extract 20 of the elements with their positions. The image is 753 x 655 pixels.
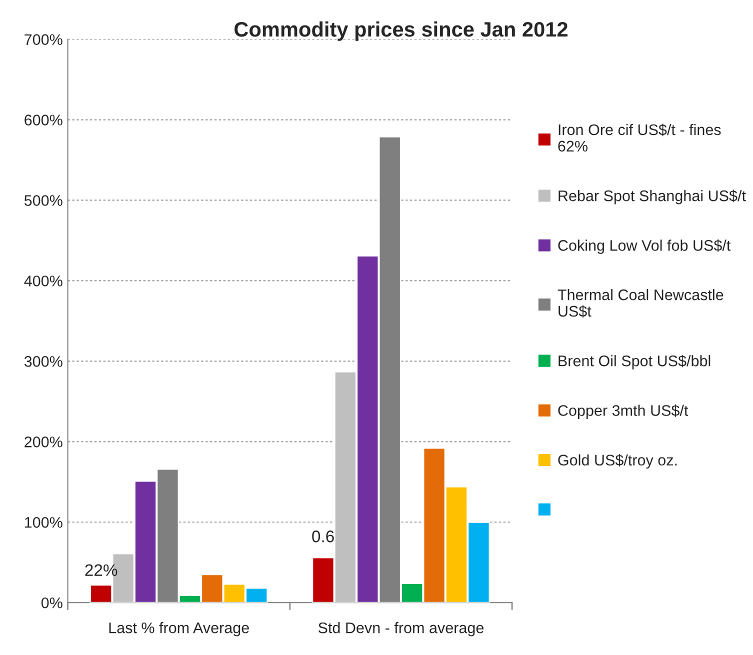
y-tick-label: 0% (41, 597, 62, 608)
x-tick-label: Std Devn - from average (318, 622, 484, 636)
y-tick-label: 300% (24, 356, 62, 367)
legend-label: Rebar Spot Shanghai US$/t (558, 190, 746, 204)
data-label: 22% (85, 564, 118, 576)
x-tick-label: Last % from Average (109, 622, 249, 636)
legend-label: Iron Ore cif US$/t - fines 62% (558, 124, 721, 152)
y-tick-label: 600% (24, 114, 62, 126)
y-tick-label: 700% (24, 34, 62, 45)
y-tick-label: 400% (24, 276, 62, 286)
legend-label: Coking Low Vol fob US$/t (558, 239, 731, 254)
legend-label: Brent Oil Spot US$/bbl (558, 354, 710, 370)
y-tick-label: 100% (25, 516, 62, 528)
legend-label: Gold US$/troy oz. (558, 454, 677, 469)
y-tick-label: 200% (24, 436, 62, 448)
chart-title: Commodity prices since Jan 2012 (234, 21, 568, 41)
legend-label: Thermal Coal Newcastle US$t (558, 289, 724, 318)
annotation: 0.6 (312, 530, 334, 542)
y-tick-label: 500% (24, 195, 62, 206)
legend-label: Copper 3mth US$/t (558, 404, 688, 419)
